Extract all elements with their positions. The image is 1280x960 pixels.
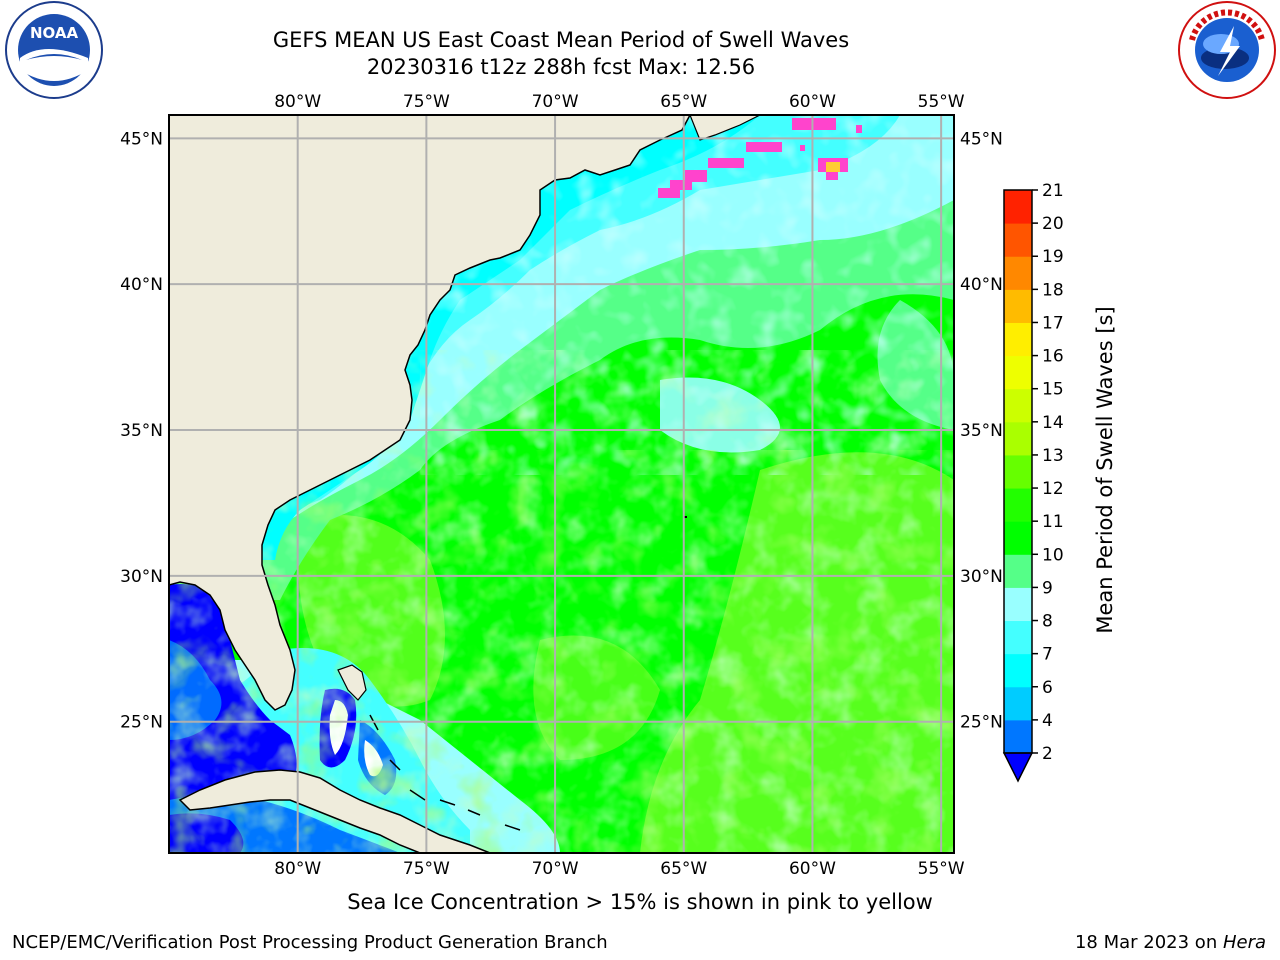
lat-label-left: 45°N — [120, 129, 163, 149]
colorbar-swatch — [1004, 289, 1032, 323]
lon-label-top: 60°W — [789, 92, 836, 112]
land-bahamas — [337, 664, 367, 701]
lon-label-bottom: 65°W — [660, 859, 707, 879]
map-tick-labels: 80°W 80°W 75°W 75°W 70°W 70°W 65°W 65°W 60°W 60°W… — [120, 92, 1003, 879]
map-frame — [168, 114, 955, 854]
lon-label-top: 70°W — [532, 92, 579, 112]
colorbar-swatch — [1004, 488, 1032, 522]
lon-label-top: 65°W — [660, 92, 707, 112]
colorbar-swatch — [1004, 421, 1032, 456]
lat-label-right: 25°N — [960, 713, 1003, 733]
land-cuba — [178, 769, 491, 853]
sea-ice-caption: Sea Ice Concentration > 15% is shown in … — [347, 890, 933, 914]
colorbar-swatch — [1004, 223, 1032, 257]
noaa-logo: NOAA — [5, 1, 103, 99]
colorbar-tick-label: 20 — [1042, 214, 1064, 234]
colorbar-tick-label: 19 — [1042, 247, 1064, 267]
colorbar-tick-label: 7 — [1042, 645, 1053, 665]
colorbar-swatch — [1004, 587, 1032, 622]
colorbar-swatch — [1004, 256, 1032, 290]
lon-label-bottom: 80°W — [274, 859, 321, 879]
colorbar-swatch — [1004, 686, 1032, 721]
colorbar-tick-label: 11 — [1042, 512, 1064, 532]
colorbar-tick-label: 10 — [1042, 545, 1064, 565]
lat-label-right: 40°N — [960, 275, 1003, 295]
colorbar-tick-label: 13 — [1042, 446, 1064, 466]
noaa-logo-text: NOAA — [30, 24, 79, 42]
map-area — [169, 115, 954, 853]
land-nova-scotia — [689, 115, 761, 141]
colorbar-tick-label: 4 — [1042, 711, 1053, 731]
colorbar-tick-label: 18 — [1042, 280, 1064, 300]
colorbar-swatch — [1004, 521, 1032, 555]
lat-label-right: 30°N — [960, 567, 1003, 587]
lon-label-bottom: 60°W — [789, 859, 836, 879]
colorbar-label: Mean Period of Swell Waves [s] — [1093, 306, 1117, 633]
lon-label-bottom: 55°W — [918, 859, 965, 879]
colorbar-frame — [1003, 189, 1033, 754]
colorbar-tick-label: 6 — [1042, 678, 1053, 698]
colorbar-tick-label: 17 — [1042, 313, 1064, 333]
lat-label-right: 35°N — [960, 421, 1003, 441]
lon-label-top: 55°W — [918, 92, 965, 112]
colorbar-swatch — [1004, 388, 1032, 423]
sea-ice-patches — [658, 118, 862, 198]
lon-label-top: 80°W — [274, 92, 321, 112]
colorbar-tick-label: 12 — [1042, 479, 1064, 499]
lat-label-left: 25°N — [120, 713, 163, 733]
colorbar-tick-label: 14 — [1042, 413, 1064, 433]
footer-date: 18 Mar 2023 on Hera — [1075, 932, 1266, 953]
map-subtitle: 20230316 t12z 288h fcst Max: 12.56 — [366, 55, 756, 79]
footer-credit: NCEP/EMC/Verification Post Processing Pr… — [12, 932, 608, 953]
map-gridlines — [169, 115, 954, 853]
colorbar-swatch — [1004, 355, 1032, 390]
colorbar-tick-label: 8 — [1042, 612, 1053, 632]
lat-label-left: 40°N — [120, 275, 163, 295]
footer-date-text: 18 Mar 2023 on — [1074, 932, 1223, 953]
lat-label-left: 30°N — [120, 567, 163, 587]
colorbar-tick-label: 15 — [1042, 380, 1064, 400]
colorbar: 2 4 6 7 8 9 10 11 12 13 14 15 16 17 18 19 20 21 — [1002, 181, 1064, 783]
map-title: GEFS MEAN US East Coast Mean Period of S… — [272, 28, 850, 52]
colorbar-tick-label: 21 — [1042, 181, 1064, 201]
colorbar-tick-label: 2 — [1042, 744, 1053, 764]
lon-label-bottom: 70°W — [532, 859, 579, 879]
colorbar-swatch — [1004, 620, 1032, 655]
colorbar-swatch — [1004, 719, 1032, 754]
lon-label-top: 75°W — [403, 92, 450, 112]
nws-logo — [1178, 1, 1276, 99]
colorbar-tick-label: 9 — [1042, 578, 1053, 598]
lat-label-left: 35°N — [120, 421, 163, 441]
colorbar-swatch — [1004, 322, 1032, 357]
land-north-america — [169, 115, 691, 711]
colorbar-swatch — [1004, 653, 1032, 688]
footer-host: Hera — [1222, 932, 1266, 953]
colorbar-tick-label: 16 — [1042, 347, 1064, 367]
colorbar-under-arrow — [1002, 752, 1034, 783]
lon-label-bottom: 75°W — [403, 859, 450, 879]
lat-label-right: 45°N — [960, 129, 1003, 149]
colorbar-swatch — [1004, 554, 1032, 588]
colorbar-swatch — [1004, 454, 1032, 489]
colorbar-swatch — [1004, 190, 1032, 224]
